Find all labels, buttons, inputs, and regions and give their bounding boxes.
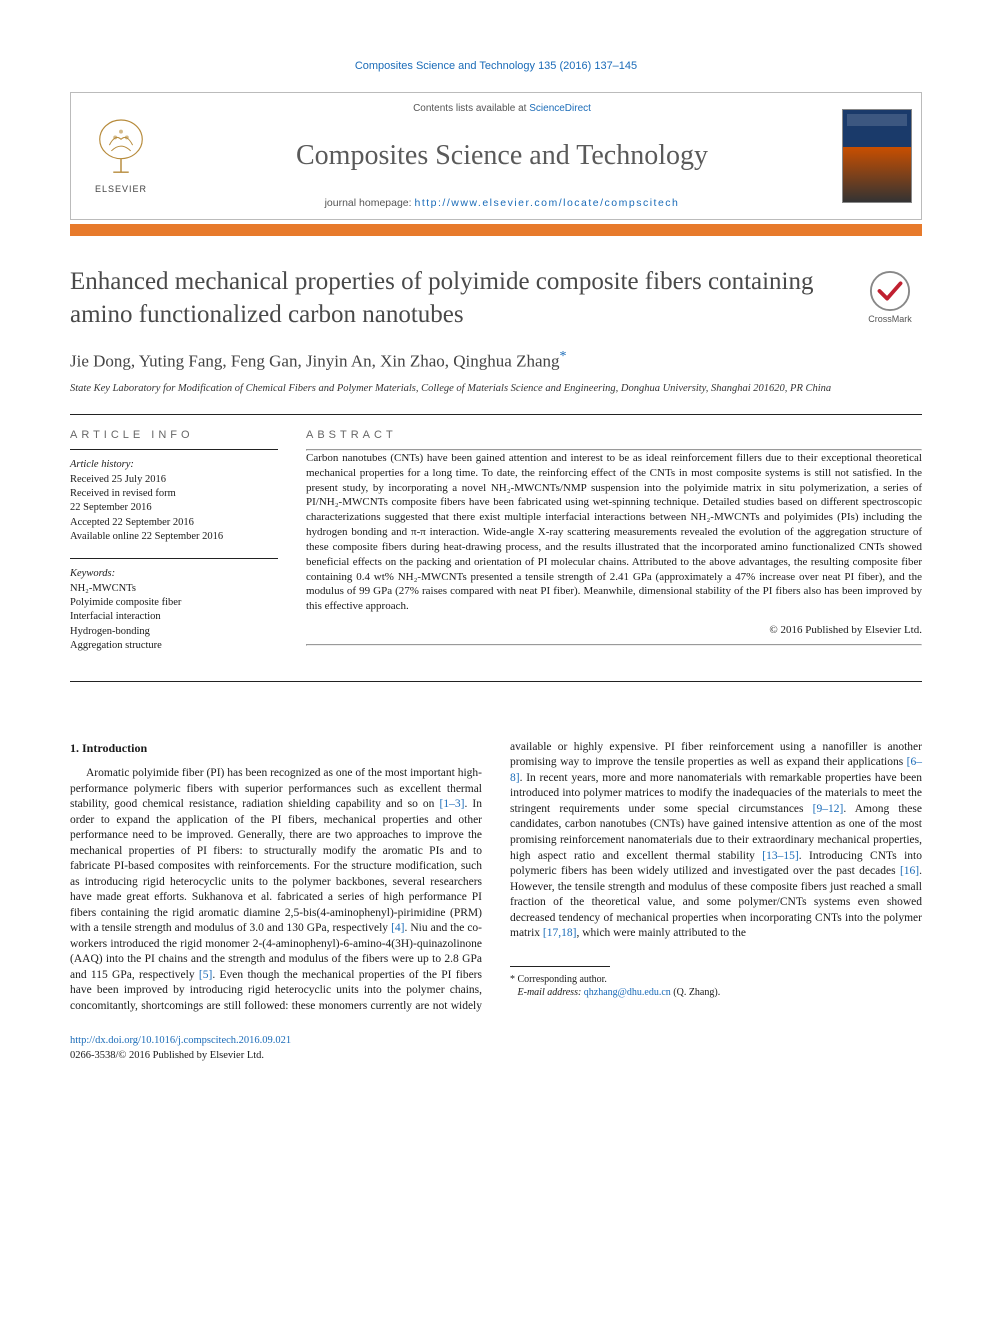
abstract-heading: ABSTRACT — [306, 429, 922, 441]
corresponding-author-note: * Corresponding author. — [510, 973, 922, 987]
publisher-name: ELSEVIER — [95, 184, 147, 194]
crossmark-icon — [869, 270, 911, 312]
rule-top — [70, 414, 922, 415]
author-list: Jie Dong, Yuting Fang, Feng Gan, Jinyin … — [70, 349, 922, 372]
homepage-prefix: journal homepage: — [325, 197, 415, 209]
citation-link[interactable]: [5] — [199, 969, 212, 981]
body-text: . In order to expand the application of … — [70, 798, 482, 934]
body-text: , which were mainly attributed to the — [576, 927, 746, 939]
body-text: Aromatic polyimide fiber (PI) has been r… — [70, 767, 482, 810]
sciencedirect-link[interactable]: ScienceDirect — [529, 103, 591, 114]
journal-homepage-link[interactable]: http://www.elsevier.com/locate/compscite… — [414, 197, 679, 209]
abstract-column: ABSTRACT Carbon nanotubes (CNTs) have be… — [306, 429, 922, 667]
doi-link[interactable]: http://dx.doi.org/10.1016/j.compscitech.… — [70, 1035, 291, 1046]
article-info-column: ARTICLE INFO Article history: Received 2… — [70, 429, 278, 667]
keyword: Interfacial interaction — [70, 610, 278, 624]
history-line: Accepted 22 September 2016 — [70, 516, 278, 530]
contents-prefix: Contents lists available at — [413, 103, 529, 114]
affiliation: State Key Laboratory for Modification of… — [70, 382, 922, 396]
keyword: NH₂-MWCNTs — [70, 582, 278, 596]
citation-link[interactable]: [17,18] — [543, 927, 577, 939]
doi-block: http://dx.doi.org/10.1016/j.compscitech.… — [70, 1034, 922, 1062]
history-line: Received 25 July 2016 — [70, 473, 278, 487]
crossmark-badge[interactable]: CrossMark — [858, 270, 922, 324]
abstract-copyright: © 2016 Published by Elsevier Ltd. — [306, 624, 922, 636]
keywords-label: Keywords: — [70, 567, 278, 581]
journal-masthead: ELSEVIER Contents lists available at Sci… — [70, 92, 922, 220]
history-line: 22 September 2016 — [70, 501, 278, 515]
body-text-columns: 1. Introduction Aromatic polyimide fiber… — [70, 740, 922, 1014]
journal-name: Composites Science and Technology — [183, 140, 821, 172]
keywords-block: Keywords: NH₂-MWCNTs Polyimide composite… — [70, 567, 278, 653]
history-line: Available online 22 September 2016 — [70, 530, 278, 544]
author-names: Jie Dong, Yuting Fang, Feng Gan, Jinyin … — [70, 352, 560, 371]
email-line: E-mail address: qhzhang@dhu.edu.cn (Q. Z… — [510, 986, 922, 1000]
crossmark-label: CrossMark — [868, 314, 912, 324]
citation-link[interactable]: [4] — [391, 922, 404, 934]
publisher-block: ELSEVIER — [71, 93, 171, 219]
citation-link[interactable]: [1–3] — [440, 798, 465, 810]
keyword: Aggregation structure — [70, 639, 278, 653]
citation-link[interactable]: [16] — [900, 865, 919, 877]
keyword: Polyimide composite fiber — [70, 596, 278, 610]
cover-thumb-wrap — [833, 93, 921, 219]
issn-copyright-line: 0266-3538/© 2016 Published by Elsevier L… — [70, 1049, 922, 1063]
abstract-text: Carbon nanotubes (CNTs) have been gained… — [306, 451, 922, 614]
citation-link[interactable]: [9–12] — [813, 803, 844, 815]
keyword: Hydrogen-bonding — [70, 625, 278, 639]
citation-link[interactable]: [13–15] — [762, 850, 798, 862]
orange-divider-bar — [70, 224, 922, 236]
running-head: Composites Science and Technology 135 (2… — [70, 60, 922, 72]
email-label: E-mail address: — [518, 987, 584, 998]
journal-cover-thumbnail — [842, 109, 912, 203]
corresponding-author-mark: * — [560, 349, 567, 364]
article-title: Enhanced mechanical properties of polyim… — [70, 266, 838, 331]
author-email-link[interactable]: qhzhang@dhu.edu.cn — [584, 987, 671, 998]
footnote-separator — [510, 966, 610, 967]
history-line: Received in revised form — [70, 487, 278, 501]
section-heading-intro: 1. Introduction — [70, 740, 482, 756]
article-history-block: Article history: Received 25 July 2016 R… — [70, 458, 278, 544]
elsevier-tree-icon — [92, 118, 150, 180]
history-label: Article history: — [70, 458, 278, 472]
article-info-heading: ARTICLE INFO — [70, 429, 278, 441]
contents-available-line: Contents lists available at ScienceDirec… — [183, 103, 821, 114]
homepage-line: journal homepage: http://www.elsevier.co… — [183, 197, 821, 209]
email-suffix: (Q. Zhang). — [671, 987, 720, 998]
footnotes: * Corresponding author. E-mail address: … — [510, 973, 922, 1000]
